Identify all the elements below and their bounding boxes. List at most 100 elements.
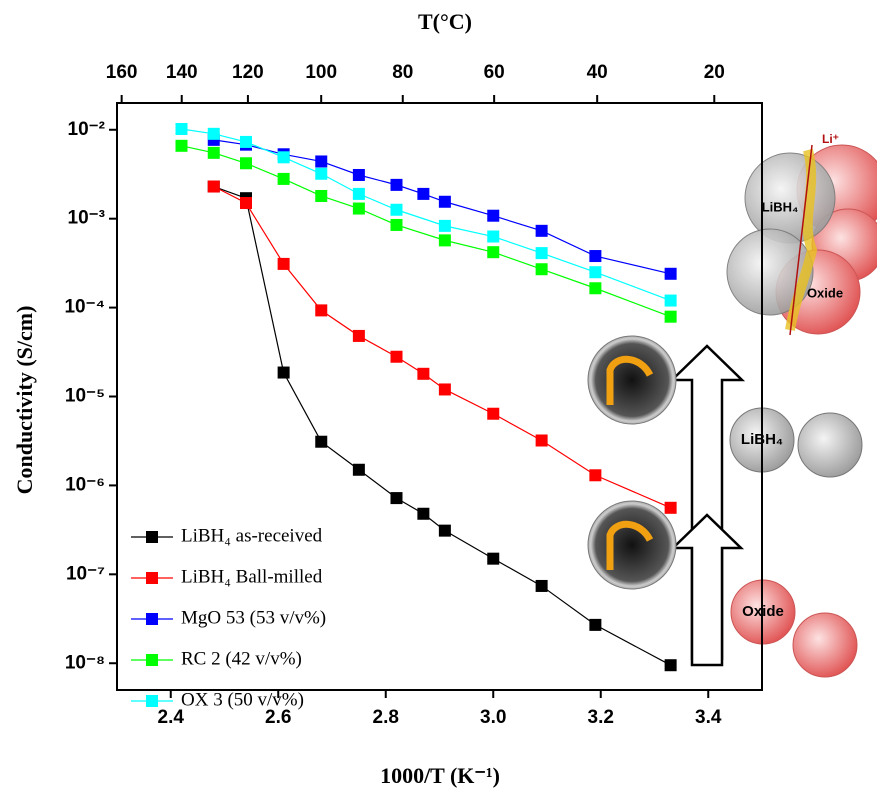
data-point: [390, 203, 403, 216]
y-tick-label: 10⁻⁷: [66, 563, 105, 584]
data-point: [535, 247, 548, 260]
data-point: [390, 492, 403, 505]
data-point: [315, 167, 328, 180]
x-tick-label: 3.2: [588, 707, 614, 728]
y-tick-label: 10⁻³: [68, 208, 106, 229]
x2-tick-label: 140: [166, 62, 198, 83]
legend-label: MgO 53 (53 v/v%): [181, 607, 326, 628]
li-path: [789, 144, 813, 336]
data-point: [207, 146, 220, 159]
data-point: [438, 195, 451, 208]
data-point: [589, 618, 602, 631]
data-point: [535, 579, 548, 592]
data-point: [352, 463, 365, 476]
data-point: [315, 189, 328, 202]
data-point: [240, 197, 252, 210]
data-point: [207, 127, 220, 140]
data-point: [277, 257, 290, 270]
data-point: [315, 304, 328, 317]
data-point: [352, 168, 365, 181]
x-tick-label: 2.6: [265, 707, 291, 728]
data-point: [390, 218, 403, 231]
milling-motion: [606, 520, 654, 570]
legend-label: LiBH₄ Ball-milled: [181, 566, 323, 587]
data-point: [589, 266, 602, 279]
data-point: [487, 407, 500, 420]
series-line: [213, 185, 671, 666]
legend-marker: [146, 695, 158, 707]
x-tick-label: 3.0: [480, 707, 506, 728]
data-point: [277, 151, 290, 164]
data-point: [487, 552, 500, 565]
libh4-particle: [744, 152, 836, 244]
data-point: [417, 187, 430, 200]
x-tick-label: 2.4: [158, 707, 185, 728]
legend-label: LiBH₄ as-received: [181, 525, 323, 546]
libh4-particle: [797, 412, 863, 478]
x2-tick-label: 100: [305, 62, 337, 83]
data-point: [438, 219, 451, 232]
data-point: [352, 187, 365, 200]
libh4-particle: [726, 228, 814, 316]
data-point: [390, 178, 403, 191]
x-tick-label: 2.8: [373, 707, 399, 728]
annotation: Li⁺: [822, 132, 839, 146]
conduction-path: [785, 148, 818, 331]
data-point: [315, 435, 328, 448]
series-line: [213, 139, 671, 275]
annotation: Oxide: [807, 285, 843, 300]
x2-tick-label: 40: [587, 62, 608, 83]
data-point: [277, 172, 290, 185]
data-point: [664, 267, 677, 280]
data-point: [589, 282, 602, 295]
legend-marker: [146, 654, 158, 666]
y-tick-label: 10⁻⁴: [64, 297, 105, 318]
data-point: [438, 234, 451, 247]
data-point: [487, 209, 500, 222]
x2-tick-label: 120: [232, 62, 264, 83]
data-point: [352, 202, 365, 215]
data-point: [664, 310, 677, 323]
data-point: [438, 524, 451, 537]
data-point: [664, 294, 677, 307]
x-axis-title: 1000/T (K⁻¹): [380, 763, 500, 788]
legend-marker: [146, 531, 158, 543]
data-point: [535, 434, 548, 447]
data-point: [438, 383, 451, 396]
y-tick-label: 10⁻⁵: [65, 386, 105, 407]
data-point: [175, 123, 188, 136]
legend-marker: [146, 613, 158, 625]
legend-label: RC 2 (42 v/v%): [181, 648, 302, 669]
data-point: [535, 224, 548, 237]
data-point: [535, 263, 548, 276]
data-point: [175, 139, 188, 152]
data-point: [417, 507, 430, 520]
illustration: Li⁺ LiBH₄ Oxide LiBH₄ Oxide: [587, 132, 877, 678]
y-axis-title: Conductivity (S/cm): [12, 306, 37, 495]
x2-tick-label: 20: [704, 62, 725, 83]
data-point: [589, 250, 602, 263]
annotation: LiBH₄: [762, 199, 799, 214]
legend-marker: [146, 572, 158, 584]
data-point: [240, 157, 252, 170]
data-point: [315, 155, 328, 168]
data-point: [487, 230, 500, 243]
y-tick-label: 10⁻²: [68, 119, 106, 140]
x2-tick-label: 160: [106, 62, 138, 83]
data-point: [664, 501, 677, 514]
legend-label: OX 3 (50 v/v%): [181, 689, 304, 710]
data-point: [417, 367, 430, 380]
data-point: [390, 350, 403, 363]
y-tick-label: 10⁻⁸: [65, 652, 105, 673]
x2-tick-label: 60: [484, 62, 505, 83]
milling-jar: [587, 335, 677, 425]
x2-tick-label: 80: [392, 62, 413, 83]
x-tick-label: 3.4: [695, 707, 722, 728]
x2-axis-title: T(°C): [418, 9, 472, 34]
data-point: [589, 469, 602, 482]
milling-jar: [587, 500, 677, 590]
data-point: [207, 180, 220, 193]
oxide-particle: [792, 612, 858, 678]
